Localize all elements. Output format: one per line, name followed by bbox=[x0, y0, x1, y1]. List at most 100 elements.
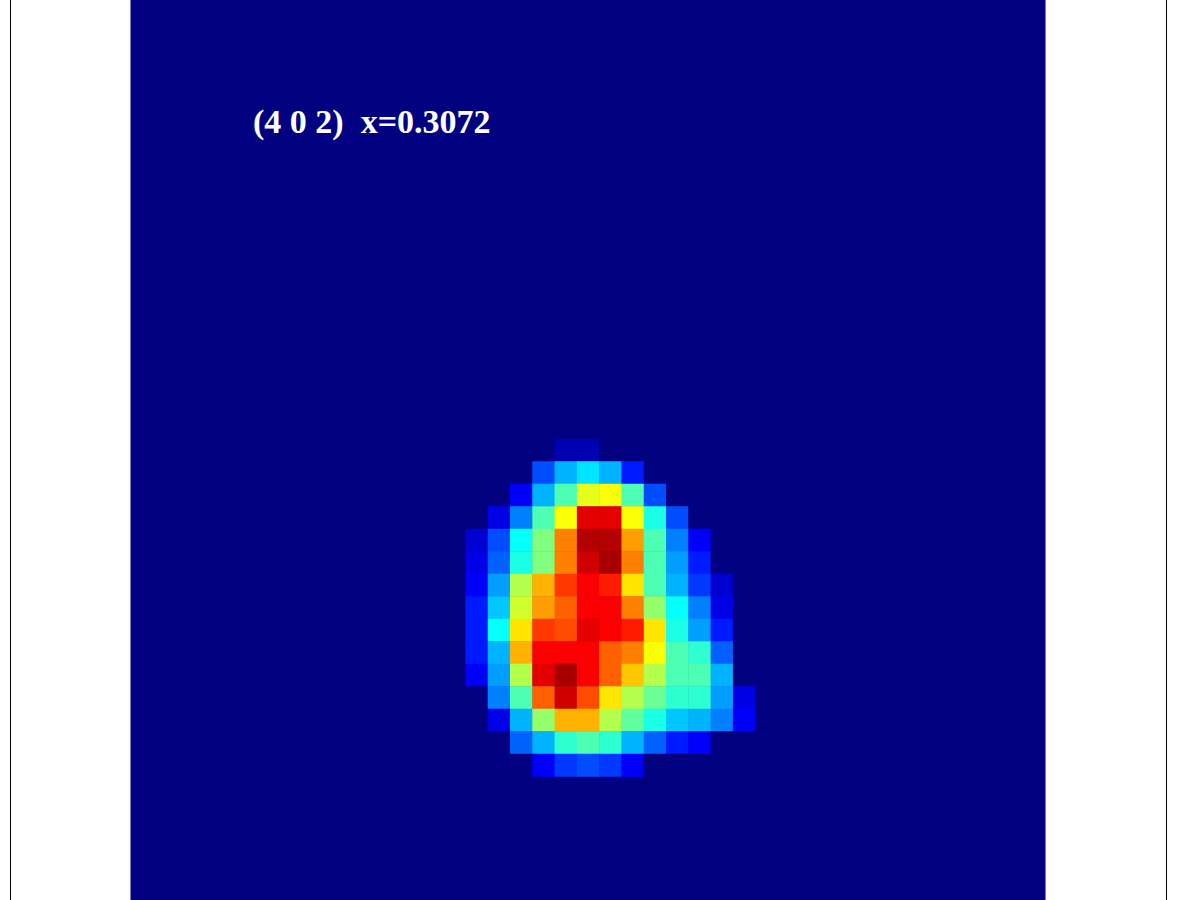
heatmap-cell bbox=[666, 439, 689, 462]
heatmap-cell bbox=[688, 461, 711, 484]
heatmap-cell bbox=[733, 596, 756, 619]
heatmap-cell bbox=[488, 641, 511, 664]
heatmap-cell bbox=[688, 731, 711, 754]
heatmap-cell bbox=[510, 709, 533, 732]
heatmap-cell bbox=[510, 551, 533, 574]
heatmap-cell bbox=[688, 484, 711, 507]
heatmap-cell bbox=[465, 754, 488, 777]
heatmap-cell bbox=[688, 641, 711, 664]
heatmap-cell bbox=[577, 731, 600, 754]
heatmap-cell bbox=[688, 506, 711, 529]
heatmap-cell bbox=[555, 709, 578, 732]
heatmap-cell bbox=[711, 664, 734, 687]
heatmap-cell bbox=[532, 641, 555, 664]
heatmap-cell bbox=[555, 596, 578, 619]
heatmap-cell bbox=[621, 709, 644, 732]
heatmap-cell bbox=[711, 709, 734, 732]
heatmap-cell bbox=[532, 439, 555, 462]
heatmap-cell bbox=[532, 619, 555, 642]
heatmap-cell bbox=[488, 686, 511, 709]
heatmap-cell bbox=[621, 686, 644, 709]
heatmap-cell bbox=[555, 461, 578, 484]
heatmap-cell bbox=[510, 529, 533, 552]
heatmap-cell bbox=[555, 619, 578, 642]
heatmap-cell bbox=[644, 731, 667, 754]
heatmap-cell bbox=[621, 484, 644, 507]
heatmap-cell bbox=[488, 619, 511, 642]
heatmap-cell bbox=[621, 461, 644, 484]
heatmap-cell bbox=[488, 461, 511, 484]
heatmap-cell bbox=[621, 439, 644, 462]
heatmap-cell bbox=[465, 731, 488, 754]
heatmap-cell bbox=[666, 529, 689, 552]
heatmap-cell bbox=[644, 641, 667, 664]
heatmap-cell bbox=[465, 529, 488, 552]
heatmap-cell bbox=[711, 731, 734, 754]
heatmap-cell bbox=[621, 619, 644, 642]
heatmap-cell bbox=[666, 641, 689, 664]
heatmap-cell bbox=[733, 461, 756, 484]
heatmap-cell bbox=[532, 506, 555, 529]
heatmap-cell bbox=[666, 596, 689, 619]
heatmap-cell bbox=[733, 686, 756, 709]
heatmap-cell bbox=[555, 731, 578, 754]
heatmap-cell bbox=[621, 529, 644, 552]
heatmap-cell bbox=[577, 641, 600, 664]
heatmap-cell bbox=[532, 686, 555, 709]
heatmap-cell bbox=[599, 551, 622, 574]
heatmap-cell bbox=[555, 754, 578, 777]
heatmap-cell bbox=[621, 551, 644, 574]
heatmap-cell bbox=[488, 709, 511, 732]
heatmap-cell bbox=[465, 484, 488, 507]
heatmap-cell bbox=[599, 529, 622, 552]
heatmap-cell bbox=[688, 664, 711, 687]
heatmap-cell bbox=[733, 506, 756, 529]
heatmap-cell bbox=[644, 506, 667, 529]
heatmap-cell bbox=[666, 686, 689, 709]
heatmap-cell bbox=[577, 686, 600, 709]
heatmap-cell bbox=[688, 439, 711, 462]
heatmap-cell bbox=[666, 551, 689, 574]
heatmap-cell bbox=[733, 484, 756, 507]
heatmap-cell bbox=[510, 439, 533, 462]
heatmap-cell bbox=[577, 439, 600, 462]
heatmap-cell bbox=[577, 574, 600, 597]
heatmap-cell bbox=[621, 596, 644, 619]
heatmap-cell bbox=[666, 731, 689, 754]
heatmap-cell bbox=[733, 731, 756, 754]
heatmap-cell bbox=[488, 596, 511, 619]
heatmap-cell bbox=[711, 461, 734, 484]
heatmap-cell bbox=[599, 461, 622, 484]
heatmap-cell bbox=[599, 596, 622, 619]
heatmap-cell bbox=[488, 506, 511, 529]
heatmap-cell bbox=[711, 529, 734, 552]
heatmap-cell bbox=[644, 754, 667, 777]
heatmap-cell bbox=[577, 461, 600, 484]
heatmap-cell bbox=[733, 709, 756, 732]
heatmap-cell bbox=[621, 731, 644, 754]
heatmap-cell bbox=[577, 596, 600, 619]
heatmap-cell bbox=[688, 596, 711, 619]
heatmap-cell bbox=[644, 664, 667, 687]
heatmap-cell bbox=[577, 551, 600, 574]
heatmap-cell bbox=[711, 754, 734, 777]
heatmap-cell bbox=[711, 686, 734, 709]
heatmap-cell bbox=[644, 439, 667, 462]
heatmap-cell bbox=[666, 619, 689, 642]
heatmap-cell bbox=[555, 506, 578, 529]
heatmap-cell bbox=[599, 686, 622, 709]
heatmap-cell bbox=[644, 574, 667, 597]
heatmap-cell bbox=[621, 641, 644, 664]
heatmap-cell bbox=[599, 484, 622, 507]
heatmap-cell bbox=[599, 439, 622, 462]
heatmap-cell bbox=[465, 551, 488, 574]
heatmap-cells bbox=[465, 439, 755, 777]
heatmap-cell bbox=[488, 574, 511, 597]
heatmap-cell bbox=[711, 596, 734, 619]
heatmap-cell bbox=[532, 596, 555, 619]
heatmap-cell bbox=[510, 506, 533, 529]
heatmap-cell bbox=[711, 439, 734, 462]
heatmap-cell bbox=[711, 641, 734, 664]
heatmap-cell bbox=[465, 574, 488, 597]
heatmap-cell bbox=[644, 619, 667, 642]
